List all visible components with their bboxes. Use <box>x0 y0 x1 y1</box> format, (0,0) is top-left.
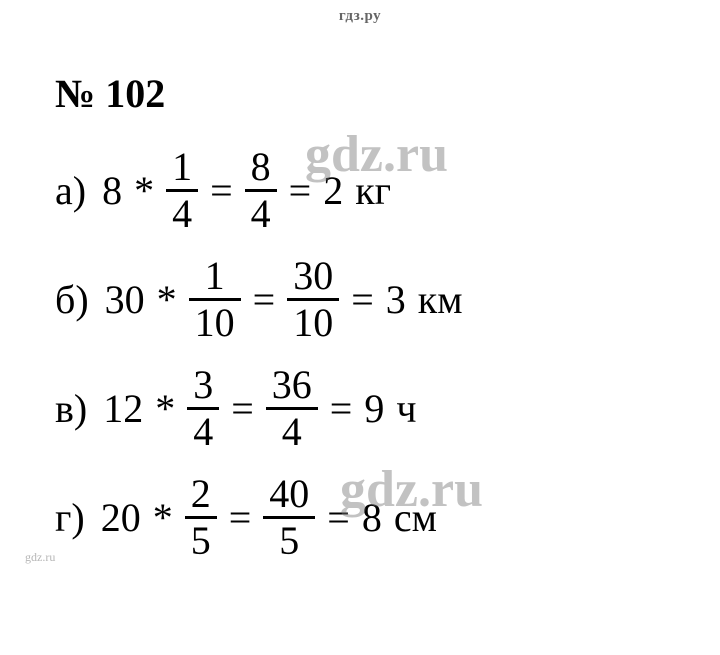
operator: * <box>153 498 173 538</box>
equation-row: г) 20 * 2 5 = 40 5 = 8 см <box>55 474 720 561</box>
fraction-denominator: 4 <box>276 410 308 452</box>
lhs-value: 8 <box>102 171 122 211</box>
operator: * <box>134 171 154 211</box>
result-value: 8 <box>362 498 382 538</box>
equation-row: в) 12 * 3 4 = 36 4 = 9 ч <box>55 365 720 452</box>
fraction-denominator: 4 <box>245 192 277 234</box>
equals: = <box>229 498 252 538</box>
fraction-numerator: 1 <box>166 147 198 189</box>
fraction: 3 4 <box>187 365 219 452</box>
fraction-numerator: 1 <box>199 256 231 298</box>
result-unit: ч <box>396 389 416 429</box>
result-unit: кг <box>355 171 391 211</box>
lhs-value: 20 <box>101 498 141 538</box>
equals: = <box>253 280 276 320</box>
fraction-numerator: 30 <box>287 256 339 298</box>
fraction-numerator: 2 <box>185 474 217 516</box>
fraction-numerator: 3 <box>187 365 219 407</box>
result-unit: см <box>394 498 437 538</box>
fraction: 1 4 <box>166 147 198 234</box>
equals: = <box>330 389 353 429</box>
result-value: 2 <box>323 171 343 211</box>
result-value: 9 <box>364 389 384 429</box>
fraction: 40 5 <box>263 474 315 561</box>
solution-content: № 102 а) 8 * 1 4 = 8 4 = 2 кг б) 30 * 1 … <box>0 25 720 561</box>
row-label: г) <box>55 498 85 538</box>
equals: = <box>327 498 350 538</box>
result-value: 3 <box>386 280 406 320</box>
equation-row: а) 8 * 1 4 = 8 4 = 2 кг <box>55 147 720 234</box>
row-label: в) <box>55 389 87 429</box>
result-unit: км <box>418 280 463 320</box>
equation-row: б) 30 * 1 10 = 30 10 = 3 км <box>55 256 720 343</box>
fraction-denominator: 4 <box>187 410 219 452</box>
row-label: а) <box>55 171 86 211</box>
fraction: 2 5 <box>185 474 217 561</box>
fraction-denominator: 10 <box>287 301 339 343</box>
fraction-numerator: 40 <box>263 474 315 516</box>
fraction-numerator: 36 <box>266 365 318 407</box>
fraction-denominator: 4 <box>166 192 198 234</box>
equals: = <box>210 171 233 211</box>
equals: = <box>351 280 374 320</box>
row-label: б) <box>55 280 89 320</box>
fraction: 36 4 <box>266 365 318 452</box>
equals: = <box>231 389 254 429</box>
site-header: гдз.ру <box>0 0 720 25</box>
fraction: 30 10 <box>287 256 339 343</box>
operator: * <box>157 280 177 320</box>
fraction-numerator: 8 <box>245 147 277 189</box>
fraction-denominator: 5 <box>185 519 217 561</box>
fraction: 1 10 <box>189 256 241 343</box>
lhs-value: 30 <box>105 280 145 320</box>
fraction-denominator: 10 <box>189 301 241 343</box>
fraction: 8 4 <box>245 147 277 234</box>
operator: * <box>155 389 175 429</box>
equals: = <box>289 171 312 211</box>
fraction-denominator: 5 <box>273 519 305 561</box>
lhs-value: 12 <box>103 389 143 429</box>
problem-number: № 102 <box>55 70 720 117</box>
